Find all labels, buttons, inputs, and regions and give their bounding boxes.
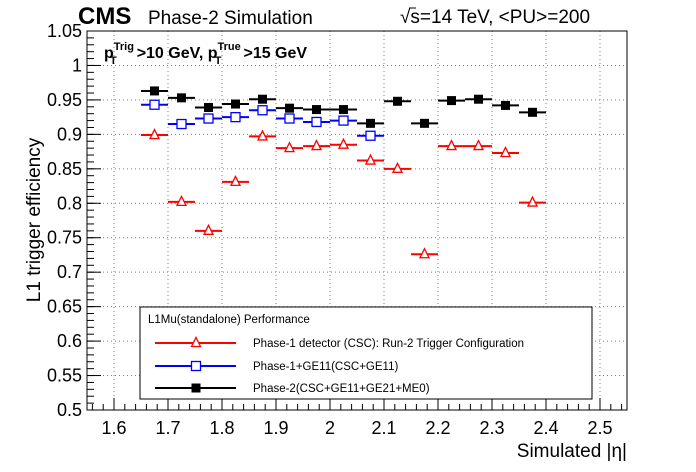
data-point <box>231 99 240 109</box>
x-axis-title: Simulated |η| <box>517 441 627 462</box>
x-tick-label: 2.5 <box>587 418 612 438</box>
data-point <box>528 107 537 117</box>
data-point <box>311 116 322 128</box>
y-tick-label: 0.5 <box>57 400 82 420</box>
data-point <box>418 247 431 259</box>
pt-trig-rest: >10 GeV, <box>137 45 208 62</box>
pt-true-sup: True <box>218 41 241 53</box>
y-tick-label: 1.05 <box>47 21 82 41</box>
data-point <box>312 105 321 115</box>
x-tick-label: 2.1 <box>371 418 396 438</box>
x-tick-label: 1.6 <box>101 418 126 438</box>
legend-label: Phase-1+GE11(CSC+GE11) <box>253 361 398 373</box>
legend-marker <box>191 383 201 393</box>
simulation-label: Phase-2 Simulation <box>148 8 313 29</box>
series-0 <box>141 128 546 259</box>
data-point <box>420 118 429 128</box>
data-point <box>526 195 539 207</box>
x-tick-label: 1.8 <box>209 418 234 438</box>
data-point <box>447 96 456 106</box>
y-tick-label: 0.75 <box>47 228 82 248</box>
legend-marker <box>190 360 202 372</box>
data-point <box>445 139 458 151</box>
y-tick-label: 0.85 <box>47 159 82 179</box>
energy-label: √s=14 TeV, <PU>=200 <box>400 7 590 28</box>
pt-trig-base: p <box>104 45 114 62</box>
plot-frame <box>86 30 628 411</box>
pt-true-sub: T <box>215 55 222 67</box>
x-tick-label: 2 <box>325 418 335 438</box>
legend-label: Phase-2(CSC+GE11+GE21+ME0) <box>253 383 430 395</box>
data-point <box>148 128 161 140</box>
pt-trig-sub: T <box>110 55 117 67</box>
y-tick-label: 0.9 <box>57 124 82 144</box>
data-point <box>365 130 376 141</box>
y-tick-label: 0.7 <box>57 262 82 282</box>
legend: L1Mu(standalone) Performance Phase-1 det… <box>139 306 593 400</box>
y-axis-title: L1 trigger efficiency <box>24 137 45 302</box>
data-point <box>175 194 188 207</box>
data-series <box>141 86 546 259</box>
y-tick-label: 0.65 <box>47 297 82 317</box>
y-tick-label: 0.6 <box>57 331 82 351</box>
data-point <box>204 102 213 112</box>
data-point <box>149 99 160 110</box>
data-point <box>310 139 323 151</box>
series-1 <box>141 99 384 141</box>
legend-title: L1Mu(standalone) Performance <box>148 314 310 326</box>
tick-labels: 0.5 0.55 0.6 0.65 0.7 0.75 0.8 0.85 0.9 0.95 1 1.05… <box>47 21 613 438</box>
data-point <box>258 94 267 104</box>
data-point <box>202 223 215 235</box>
data-point <box>338 115 349 126</box>
y-tick-label: 0.55 <box>47 366 82 386</box>
y-tick-label: 0.8 <box>57 193 82 213</box>
data-point <box>285 103 294 113</box>
legend-box <box>139 306 593 400</box>
x-tick-label: 2.3 <box>479 418 504 438</box>
pt-true-base: p <box>208 45 218 62</box>
data-point <box>256 129 269 141</box>
data-point <box>203 113 214 124</box>
data-point <box>364 153 377 165</box>
series-2 <box>141 86 546 128</box>
data-point <box>176 118 187 130</box>
legend-label: Phase-1 detector (CSC): Run-2 Trigger Co… <box>253 338 524 350</box>
data-point <box>501 100 510 110</box>
pt-trig-sup: Trig <box>114 41 134 53</box>
data-point <box>366 118 375 128</box>
x-tick-label: 2.2 <box>425 418 450 438</box>
data-point <box>283 141 296 153</box>
data-point <box>339 105 348 115</box>
legend-marker <box>190 336 202 348</box>
data-point <box>393 96 402 106</box>
data-point <box>284 113 295 124</box>
data-point <box>229 174 242 187</box>
data-point <box>499 146 512 158</box>
data-point <box>474 94 483 104</box>
data-point <box>230 111 241 123</box>
data-point <box>150 86 159 96</box>
x-tick-label: 1.7 <box>155 418 180 438</box>
y-tick-label: 1 <box>72 55 82 75</box>
y-tick-label: 0.95 <box>47 90 82 110</box>
pt-true-rest: >15 GeV <box>243 45 307 62</box>
x-tick-label: 1.9 <box>263 418 288 438</box>
pt-cut-label: pTrig T >10 GeV, pTrue T >15 GeV <box>104 41 307 67</box>
x-tick-label: 2.4 <box>533 418 558 438</box>
data-point <box>257 105 268 116</box>
cms-label: CMS <box>78 3 131 30</box>
data-point <box>177 93 186 103</box>
data-point <box>391 161 404 173</box>
data-point <box>472 139 485 151</box>
data-point <box>337 137 350 149</box>
